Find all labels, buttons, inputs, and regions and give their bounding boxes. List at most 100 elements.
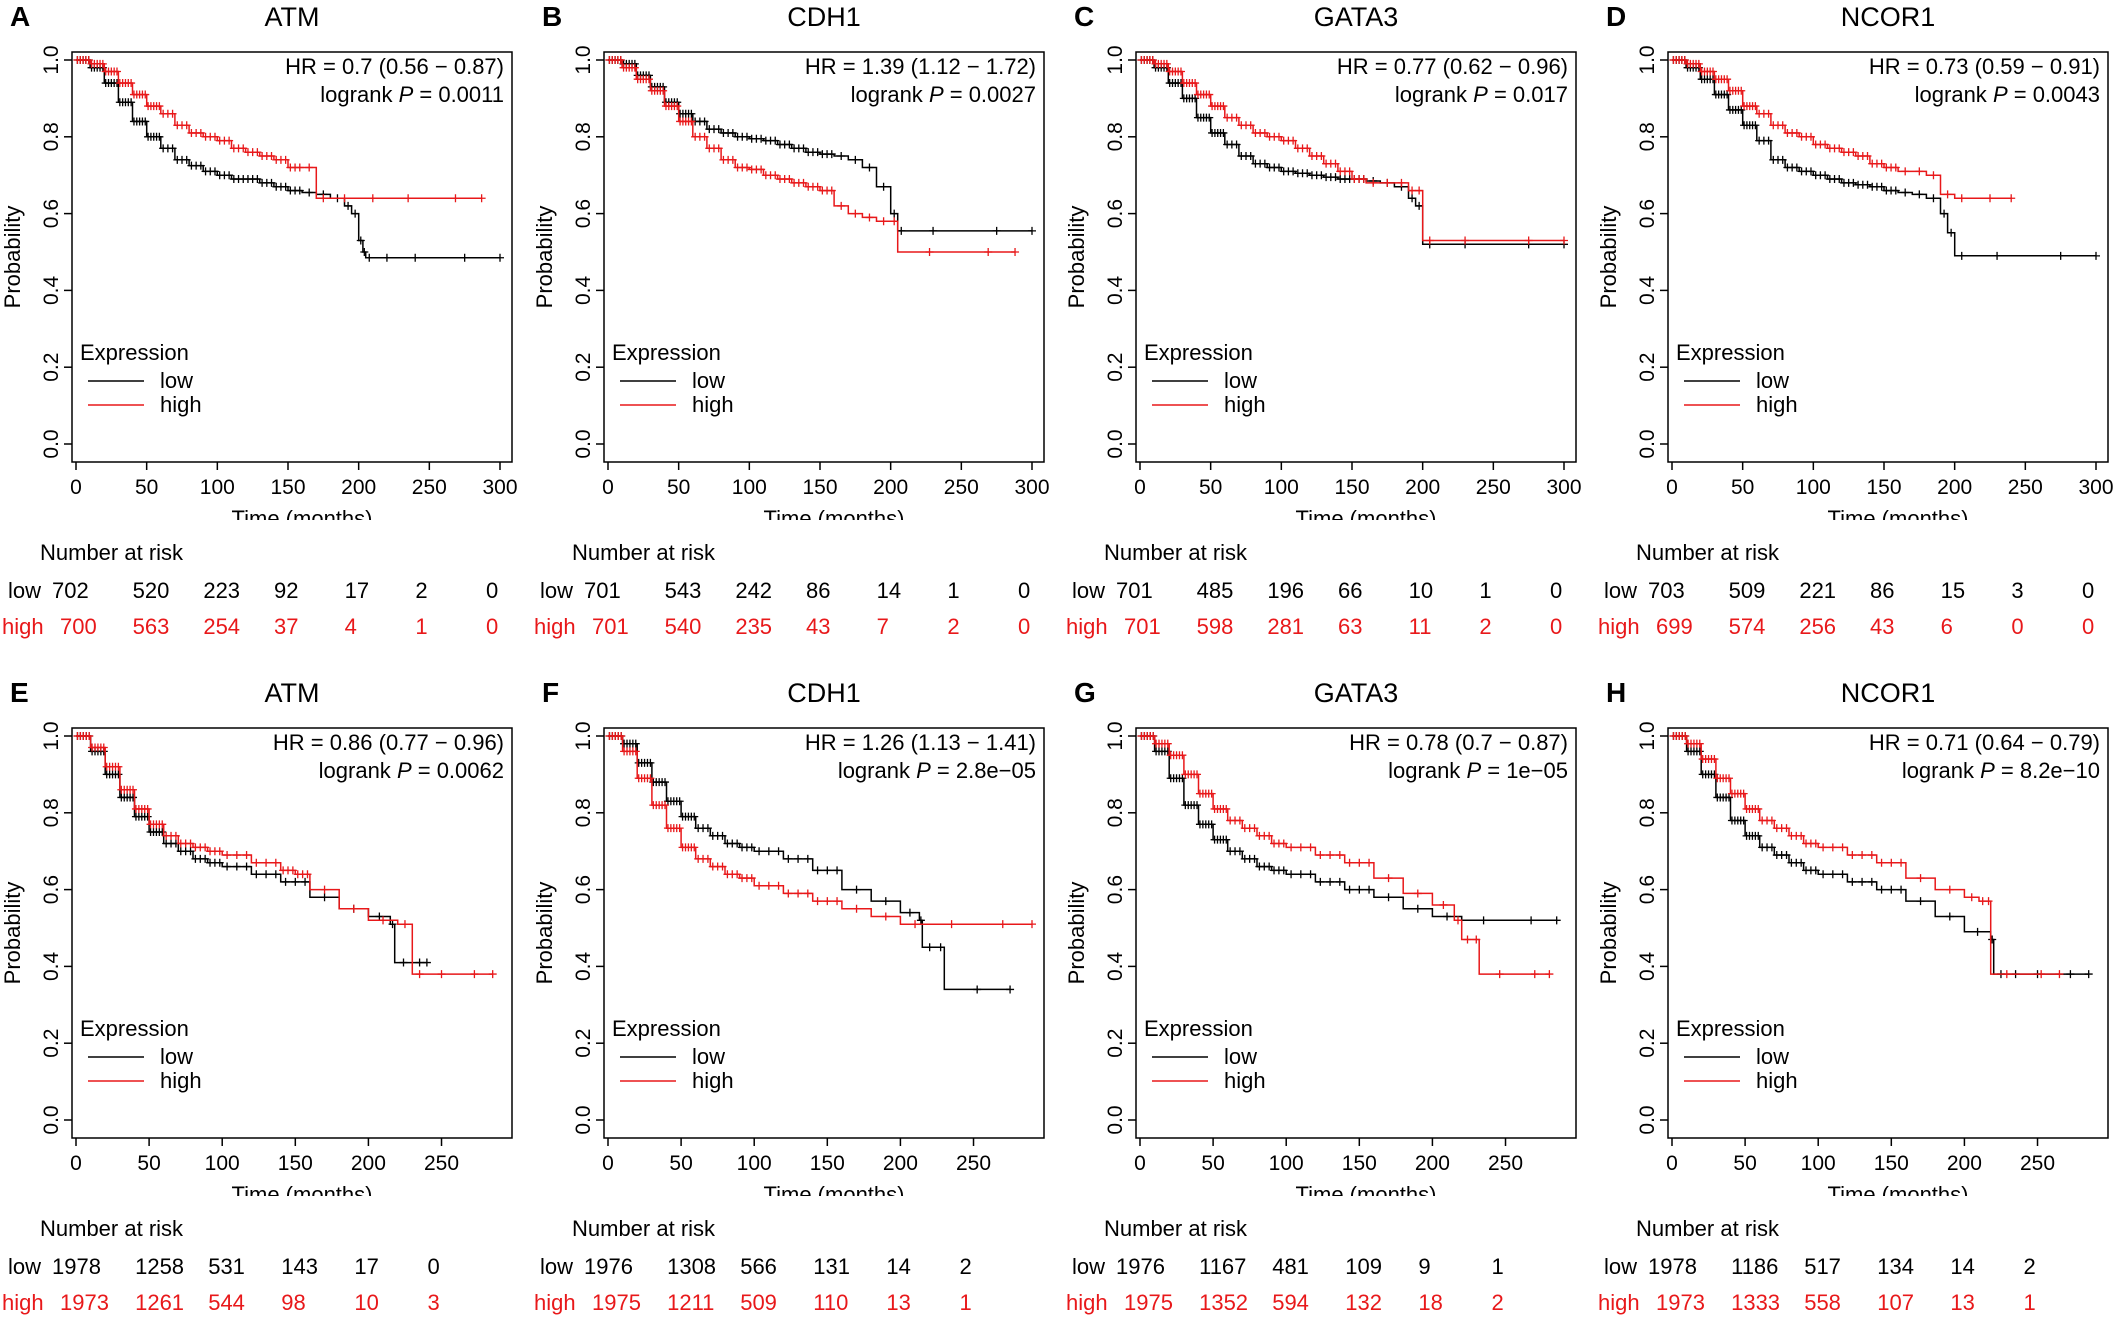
risk-value: 0 (486, 614, 499, 639)
censor-mark (196, 128, 205, 137)
x-tick-label: 50 (667, 476, 690, 499)
risk-table-title: Number at risk (572, 1216, 716, 1241)
censor-mark (881, 912, 890, 921)
censor-mark (127, 79, 136, 88)
y-tick-label: 1.0 (1104, 721, 1127, 750)
censor-mark (281, 182, 290, 191)
censor-mark (242, 851, 251, 860)
risk-value: 1 (1479, 578, 1492, 603)
censor-mark (1250, 824, 1259, 833)
hazard-ratio-text: HR = 0.7 (0.56 − 0.87) (285, 54, 504, 79)
censor-mark (1792, 128, 1801, 137)
x-tick-label: 200 (1405, 476, 1440, 499)
logrank-p-symbol: P (1993, 82, 2008, 107)
km-plot: H NCOR1 0.0 0.2 0.4 0.6 0.8 1.0 Probability 0 50 10… (1596, 677, 2109, 1196)
censor-mark (252, 870, 261, 879)
censor-mark (168, 144, 177, 153)
censor-mark (1205, 113, 1214, 122)
censor-mark (1545, 970, 1554, 979)
censor-mark (415, 958, 424, 967)
censor-mark (1764, 136, 1773, 145)
censor-mark (262, 858, 271, 867)
y-tick-label: 0.6 (1104, 875, 1127, 904)
censor-mark (881, 897, 890, 906)
censor-mark (1495, 970, 1504, 979)
censor-mark (1384, 893, 1393, 902)
risk-value: 13 (1950, 1290, 1975, 1315)
censor-mark (1739, 816, 1748, 825)
legend-title: Expression (80, 340, 189, 365)
censor-mark (2055, 970, 2064, 979)
censor-mark (1287, 843, 1296, 852)
risk-row-label: high (534, 614, 576, 639)
censor-mark (1408, 194, 1417, 203)
censor-mark (714, 125, 723, 134)
censor-mark (1797, 831, 1806, 840)
censor-mark (158, 820, 167, 829)
x-tick-label: 100 (1264, 476, 1299, 499)
logrank-value: = 0.0011 (413, 82, 504, 107)
y-tick-label: 1.0 (1636, 45, 1659, 74)
censor-mark (1345, 167, 1354, 176)
logrank-prefix: logrank (1915, 82, 1993, 107)
y-tick-label: 0.0 (1104, 429, 1127, 458)
censor-mark (1751, 121, 1760, 130)
x-tick-label: 0 (1666, 476, 1678, 499)
censor-mark (1205, 90, 1214, 99)
censor-mark (659, 86, 668, 95)
censor-mark (1193, 770, 1202, 779)
km-panel-D: D NCOR1 0.0 0.2 0.4 0.6 0.8 1.0 Probability 0 50 10… (1596, 0, 2128, 662)
censor-mark (182, 121, 191, 130)
risk-value: 3 (427, 1290, 440, 1315)
y-tick-label: 0.8 (572, 798, 595, 827)
km-panel-B: B CDH1 0.0 0.2 0.4 0.6 0.8 1.0 Probability 0 50 100… (532, 0, 1064, 662)
censor-mark (1335, 851, 1344, 860)
censor-mark (171, 831, 180, 840)
censor-mark (865, 163, 874, 172)
censor-mark (1984, 897, 1993, 906)
km-plot: B CDH1 0.0 0.2 0.4 0.6 0.8 1.0 Probability 0 50 100… (532, 1, 1050, 520)
censor-mark (303, 870, 312, 879)
risk-value: 1 (959, 1290, 972, 1315)
x-tick-label: 0 (70, 476, 82, 499)
censor-mark (319, 194, 328, 203)
logrank-p-symbol: P (1466, 758, 1481, 783)
censor-mark (223, 862, 232, 871)
censor-mark (1929, 194, 1938, 203)
censor-mark (496, 253, 504, 262)
censor-mark (99, 743, 108, 752)
censor-mark (823, 866, 832, 875)
censor-mark (1149, 732, 1158, 740)
logrank-prefix: logrank (319, 758, 397, 783)
y-tick-label: 0.8 (40, 122, 63, 151)
censor-mark (1246, 152, 1255, 160)
logrank-prefix: logrank (1902, 758, 1980, 783)
censor-mark (1413, 904, 1422, 913)
y-tick-label: 1.0 (40, 721, 63, 750)
y-tick-label: 0.4 (572, 275, 595, 305)
risk-value: 594 (1272, 1290, 1309, 1315)
risk-row-high: high 701 540 235 43 7 2 0 (534, 614, 1060, 644)
logrank-prefix: logrank (320, 82, 398, 107)
logrank-prefix: logrank (851, 82, 929, 107)
censor-mark (998, 920, 1007, 929)
logrank-value: = 1e−05 (1481, 758, 1568, 783)
risk-table-title: Number at risk (1636, 540, 1780, 565)
logrank-text: logrank P = 0.017 (1395, 82, 1568, 107)
x-tick-label: 200 (341, 476, 376, 499)
x-tick-label: 300 (1546, 476, 1581, 499)
censor-mark (1782, 851, 1791, 860)
hazard-ratio-text: HR = 0.71 (0.64 − 0.79) (1869, 730, 2100, 755)
risk-value: 699 (1656, 614, 1693, 639)
censor-mark (1178, 751, 1187, 760)
censor-mark (143, 812, 152, 821)
censor-mark (1877, 182, 1886, 191)
legend-label-low: low (160, 368, 193, 393)
censor-marks-high (605, 56, 1020, 256)
x-tick-label: 0 (1134, 476, 1146, 499)
y-tick-label: 1.0 (40, 45, 63, 74)
censor-mark (2037, 970, 2046, 979)
chart-title: NCOR1 (1841, 678, 1936, 708)
censor-mark (340, 194, 349, 203)
y-tick-label: 0.6 (40, 875, 63, 904)
